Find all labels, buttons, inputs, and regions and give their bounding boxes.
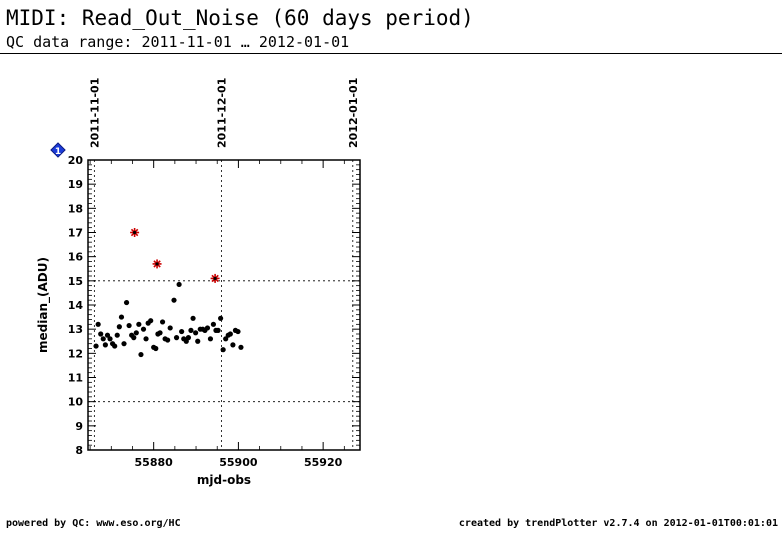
header-divider	[0, 53, 782, 54]
data-point	[102, 342, 108, 348]
x-tick-label: 55880	[135, 456, 174, 469]
data-point	[176, 281, 182, 288]
y-tick-label: 15	[68, 275, 83, 288]
y-tick-label: 19	[68, 178, 83, 191]
info-badge-icon: 1	[50, 142, 66, 158]
data-point	[204, 325, 211, 331]
x-tick-label: 55920	[304, 456, 343, 469]
data-point	[126, 322, 132, 329]
y-tick-labels: 8 9 10 11 12 13 14 15 16 17 18 19 20	[68, 154, 84, 457]
y-tick-label: 18	[68, 202, 83, 215]
footer-created-by: created by trendPlotter v2.7.4 on 2012-0…	[458, 518, 778, 529]
date-marker-label: 2012-01-01	[347, 78, 360, 148]
data-point	[179, 328, 185, 335]
data-point	[133, 330, 139, 336]
data-point	[93, 343, 99, 349]
data-point	[210, 321, 217, 327]
date-marker-lines	[93, 160, 354, 450]
x-tick-label: 55900	[219, 456, 258, 469]
axis-ticks	[88, 159, 360, 451]
data-point	[95, 321, 101, 327]
data-point	[136, 321, 142, 327]
y-tick-label: 9	[75, 420, 83, 433]
data-point	[138, 351, 144, 358]
data-point	[218, 315, 224, 321]
data-point	[223, 336, 229, 342]
data-point	[98, 331, 104, 337]
data-point	[159, 319, 166, 325]
data-point	[185, 335, 192, 341]
data-point	[140, 326, 147, 332]
data-point	[193, 330, 199, 336]
data-point	[165, 337, 171, 343]
data-point	[107, 336, 113, 342]
outlier-point	[130, 228, 140, 237]
data-point	[114, 332, 120, 338]
data-point	[227, 331, 233, 337]
data-point	[143, 336, 149, 342]
date-marker-label: 2011-12-01	[215, 78, 228, 148]
y-tick-label: 13	[68, 323, 83, 336]
data-points	[93, 228, 244, 358]
data-point	[238, 344, 244, 350]
data-point	[215, 327, 221, 333]
data-point	[207, 336, 214, 342]
chart-subtitle: QC data range: 2011-11-01 … 2012-01-01	[6, 33, 350, 51]
scatter-chart: 8 9 10 11 12 13 14 15 16 17 18 19 20 55880 55900 55920…	[36, 78, 361, 487]
footer-powered-by: powered by QC: www.eso.org/HC	[6, 518, 181, 529]
date-marker-labels: 2011-11-01 2011-12-01 2012-01-01	[88, 78, 359, 148]
data-point	[171, 297, 177, 303]
outlier-point	[210, 273, 220, 283]
y-tick-label: 12	[68, 347, 83, 360]
outlier-center	[133, 230, 137, 235]
data-point	[116, 324, 122, 330]
data-point	[195, 338, 201, 344]
data-point	[220, 347, 226, 353]
x-tick-labels: 55880 55900 55920	[135, 456, 343, 469]
data-point	[173, 335, 180, 341]
y-tick-label: 14	[68, 299, 84, 312]
x-axis-label: mjd-obs	[197, 473, 251, 487]
y-tick-label: 20	[68, 154, 84, 167]
data-point	[104, 332, 111, 338]
data-point	[112, 343, 118, 349]
outlier-center	[213, 276, 217, 281]
data-point	[167, 325, 173, 331]
info-badge-label: 1	[55, 147, 61, 157]
data-point	[121, 341, 127, 347]
y-tick-label: 10	[68, 396, 84, 409]
data-point	[148, 318, 154, 324]
threshold-lines	[88, 280, 360, 403]
outlier-point	[152, 259, 162, 269]
chart-title: MIDI: Read_Out_Noise (60 days period)	[6, 6, 474, 30]
data-point	[230, 342, 236, 348]
data-point	[157, 330, 163, 336]
y-tick-label: 16	[68, 251, 84, 264]
y-tick-label: 17	[68, 227, 83, 240]
data-point	[131, 335, 137, 341]
y-tick-label: 8	[75, 444, 83, 457]
outlier-center	[155, 262, 159, 266]
data-point	[190, 315, 196, 321]
y-axis-label: median_(ADU)	[36, 257, 51, 353]
plot-frame	[87, 159, 361, 451]
data-point	[100, 336, 106, 342]
y-tick-label: 11	[68, 372, 83, 385]
data-point	[235, 328, 241, 335]
data-point	[123, 299, 130, 306]
date-marker-label: 2011-11-01	[88, 78, 101, 148]
data-point	[188, 327, 194, 333]
data-point	[153, 345, 159, 352]
data-point	[118, 314, 125, 320]
